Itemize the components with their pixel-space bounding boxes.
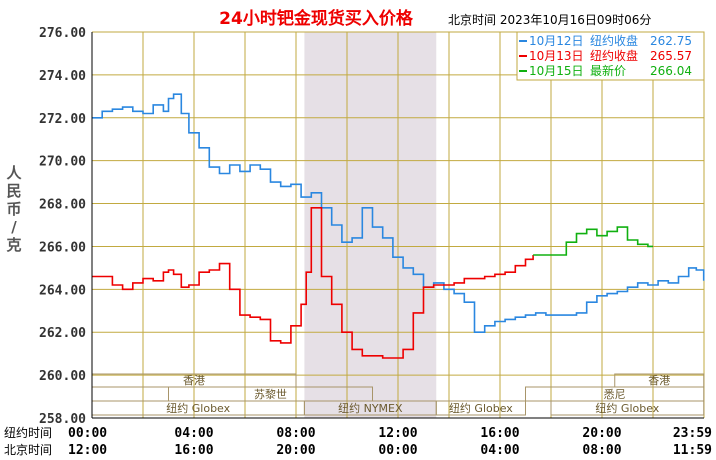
legend-label: 最新价 <box>590 63 626 78</box>
globex-session-2-label: 纽约 Globex <box>449 401 513 415</box>
legend-entry-1: 10月12日 纽约收盘 262.75 <box>529 33 692 48</box>
legend-entry-2: 10月13日 纽约收盘 265.57 <box>529 48 692 63</box>
globex-session-3-box <box>550 400 705 416</box>
y-tick-label: 270.00 <box>39 155 86 170</box>
nymex-session-band <box>304 32 437 418</box>
ny-time-tick: 16:00 <box>480 426 519 441</box>
legend-label: 纽约收盘 <box>590 33 638 48</box>
globex-session-1-label: 纽约 Globex <box>166 401 230 415</box>
globex-session-3-label: 纽约 Globex <box>595 401 659 415</box>
legend-label: 纽约收盘 <box>590 48 638 63</box>
bj-time-tick: 16:00 <box>174 443 213 458</box>
bj-time-row-label: 北京时间 <box>4 443 52 457</box>
y-tick-label: 258.00 <box>39 412 86 427</box>
bj-time-tick: 04:00 <box>480 443 519 458</box>
sydney-session-label: 悉尼 <box>604 388 626 401</box>
legend-value: 265.57 <box>650 49 692 63</box>
hongkong-session-2-label: 香港 <box>648 374 670 387</box>
series-line-3 <box>533 226 653 256</box>
chart-title: 24小时钯金现货买入价格 <box>219 8 414 29</box>
ny-time-tick: 04:00 <box>174 426 213 441</box>
y-tick-label: 268.00 <box>39 198 86 213</box>
ny-time-tick: 12:00 <box>378 426 417 441</box>
y-axis-label-char: 币 <box>6 200 21 218</box>
bj-time-tick: 11:59 <box>673 443 712 458</box>
ny-time-row-label: 纽约时间 <box>4 425 52 440</box>
legend-box <box>516 31 705 81</box>
ny-time-tick: 00:00 <box>68 426 107 441</box>
y-tick-label: 272.00 <box>39 112 86 127</box>
y-axis-label-char: 克 <box>6 236 21 254</box>
legend-date: 10月12日 <box>529 34 584 48</box>
nymex-session-label: 纽约 NYMEX <box>338 401 403 415</box>
ny-time-tick: 20:00 <box>582 426 621 441</box>
legend-date: 10月13日 <box>529 49 584 63</box>
hongkong-session-1-label: 香港 <box>183 374 205 387</box>
y-tick-label: 276.00 <box>39 26 86 41</box>
series-line-1 <box>92 93 705 333</box>
bj-time-tick: 00:00 <box>378 443 417 458</box>
zurich-session-label: 苏黎世 <box>254 387 287 401</box>
y-axis-label-char: 人 <box>6 164 22 182</box>
y-axis-label-char: 民 <box>6 182 21 200</box>
globex-session-2-box <box>435 400 526 416</box>
legend-entry-3: 10月15日 最新价 266.04 <box>529 63 692 78</box>
bj-time-tick: 20:00 <box>276 443 315 458</box>
y-tick-label: 266.00 <box>39 240 86 255</box>
y-tick-label: 260.00 <box>39 369 86 384</box>
bj-time-tick: 08:00 <box>582 443 621 458</box>
ny-time-tick: 23:59 <box>673 426 712 441</box>
legend-value: 262.75 <box>650 34 692 48</box>
y-tick-label: 264.00 <box>39 283 86 298</box>
y-axis-label-char: / <box>11 218 17 236</box>
y-tick-label: 262.00 <box>39 326 86 341</box>
legend-date: 10月15日 <box>529 64 584 78</box>
chart-timestamp: 北京时间 2023年10月16日09时06分 <box>448 13 651 27</box>
bj-time-tick: 12:00 <box>68 443 107 458</box>
ny-time-tick: 08:00 <box>276 426 315 441</box>
series-line-2 <box>92 207 534 359</box>
y-tick-label: 274.00 <box>39 69 86 84</box>
legend-value: 266.04 <box>650 64 692 78</box>
